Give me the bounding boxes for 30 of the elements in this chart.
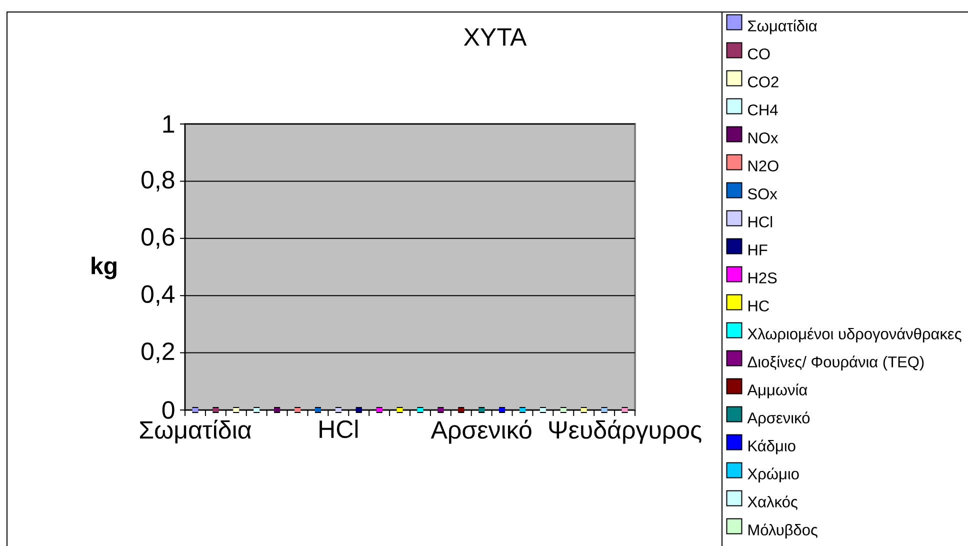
y-tick-label: 0 [162,401,174,419]
y-tick-label: 0,6 [142,228,174,249]
y-tick-label: 0,2 [142,342,174,364]
legend-label: Κάδμιο [748,440,796,454]
legend-label: Χαλκός [748,496,798,510]
legend-label: Χλωριομένοι υδρογονάνθρακες [748,328,962,342]
y-axis-title: kg [92,256,116,280]
legend-label: NOx [748,132,778,144]
y-tick-label: 1 [163,115,174,133]
legend-label: Μόλυβδος [748,524,818,538]
chart-title: ΧΥΤΑ [464,28,527,46]
y-tick-label: 0,8 [142,170,174,192]
x-tick-label: Σωματίδια [140,420,252,444]
legend-label: Αμμωνία [747,384,808,398]
legend-label: Χρώμιο [748,468,799,482]
legend-label: HCl [748,216,772,228]
legend-label: HC [748,300,770,312]
legend-label: HF [748,244,768,256]
x-tick-label: Αρσενικό [430,420,532,444]
legend-label: CH4 [748,104,778,116]
x-tick-label: HCl [320,420,358,438]
x-tick-label: Ψευδάργυρος [549,420,702,444]
y-tick-label: 0,4 [142,285,175,306]
legend-label: CO2 [748,76,778,88]
legend-label: H2S [748,272,777,284]
legend-label: N2O [748,160,778,172]
legend-label: Διοξίνες/ Φουράνια (TEQ) [748,356,924,370]
legend-label: SOx [748,188,778,200]
legend-label: CO [748,48,770,60]
legend-label: Σωματίδια [748,20,817,34]
